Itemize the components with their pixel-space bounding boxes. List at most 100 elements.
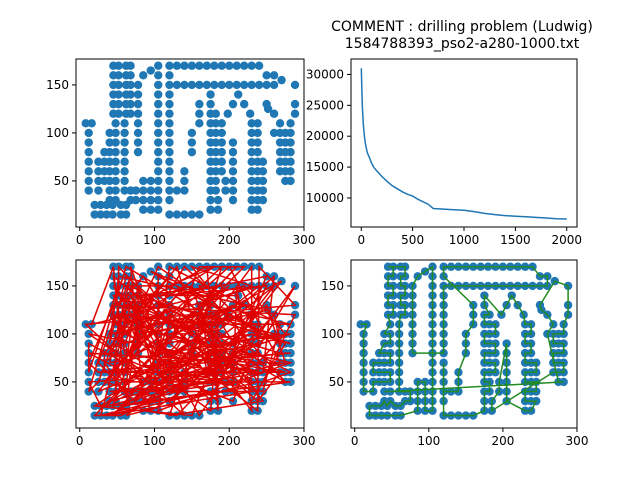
optimized-tour-xtick-label: 300: [566, 434, 589, 448]
points-point: [165, 61, 174, 70]
optimized-tour-tour-line: [360, 265, 569, 417]
points-point: [154, 147, 163, 157]
points-point: [247, 186, 256, 195]
points-point: [206, 195, 215, 205]
points-point: [105, 195, 114, 205]
points-xtick-label: 0: [76, 233, 84, 247]
points-ytick-label: 50: [54, 174, 69, 188]
points-point: [223, 109, 232, 118]
points-point: [202, 61, 212, 70]
random-tour-xtick-label: 0: [76, 434, 84, 448]
points-point: [111, 157, 120, 166]
points-point: [210, 61, 219, 70]
points-point: [195, 210, 204, 219]
points-point: [269, 128, 279, 138]
points-point: [90, 200, 99, 210]
points-point: [102, 210, 111, 219]
points-point: [139, 186, 148, 195]
points-point: [81, 119, 90, 128]
random-tour-xtick-label: 200: [218, 434, 241, 448]
points-point: [84, 157, 93, 166]
points-point: [258, 195, 268, 205]
points-point: [172, 80, 182, 90]
points-point: [120, 138, 129, 147]
optimized-tour-axes: 0 100 200 300 50 100 150: [321, 259, 589, 448]
points-point: [126, 99, 135, 109]
points-point: [165, 119, 174, 128]
points-point: [154, 176, 163, 186]
points-point: [187, 80, 197, 90]
convergence-xtick-label: 2000: [551, 233, 582, 247]
points-point: [165, 90, 174, 99]
points-point: [105, 138, 114, 147]
points-point: [258, 157, 268, 166]
random-tour-point: [286, 348, 295, 358]
points-point: [269, 109, 279, 118]
points-point: [133, 119, 143, 128]
random-tour-tour-line: [83, 264, 297, 417]
optimized-tour-ytick-label: 50: [329, 375, 344, 389]
optimized-tour-xtick-label: 100: [417, 434, 440, 448]
points-xtick-label: 300: [293, 233, 316, 247]
points-point: [146, 186, 155, 195]
points-point: [217, 167, 226, 176]
points-point: [154, 138, 163, 147]
points-point: [211, 176, 220, 186]
points-point: [239, 99, 249, 109]
points-point: [84, 128, 93, 138]
points-point: [211, 147, 220, 157]
random-tour-frame: [75, 259, 305, 429]
points-point: [133, 99, 143, 109]
points-point: [139, 71, 148, 80]
points-point: [105, 176, 114, 186]
points-point: [211, 186, 220, 195]
points-point: [172, 210, 182, 219]
points-point: [126, 61, 135, 70]
points-point: [146, 66, 155, 75]
points-point: [253, 128, 262, 138]
points-point: [247, 157, 256, 166]
points-point: [111, 176, 120, 186]
points-point: [217, 119, 226, 128]
points-point: [286, 138, 295, 147]
optimized-tour-xtick-label: 0: [351, 434, 359, 448]
points-point: [269, 71, 279, 80]
points-point: [221, 186, 230, 195]
points-point: [96, 200, 105, 210]
points-point: [114, 80, 123, 90]
points-point: [180, 167, 189, 176]
points-point: [247, 138, 256, 147]
points-point: [120, 176, 129, 186]
points-point: [290, 109, 300, 118]
optimized-tour-xtick-label: 200: [491, 434, 514, 448]
points-point: [154, 186, 163, 195]
points-point: [258, 176, 268, 186]
points-point: [211, 128, 220, 138]
points-point: [211, 119, 220, 128]
points-point: [154, 119, 163, 128]
convergence-xtick-label: 1000: [449, 233, 480, 247]
points-point: [228, 157, 238, 166]
points-point: [232, 80, 241, 90]
points-point: [221, 176, 230, 186]
points-point: [165, 99, 174, 109]
points-ytick-label: 150: [46, 78, 69, 92]
points-point: [228, 167, 238, 176]
points-point: [84, 167, 93, 176]
points-point: [105, 167, 114, 176]
points-point: [154, 157, 163, 166]
points-point: [154, 109, 163, 118]
points-point: [105, 147, 114, 157]
points-point: [262, 71, 271, 80]
points-point: [146, 195, 155, 205]
points-ytick-label: 100: [46, 126, 69, 140]
random-tour-point: [286, 339, 295, 348]
points-point: [254, 61, 264, 70]
points-point: [90, 210, 99, 219]
points-point: [187, 138, 197, 147]
points-point: [96, 210, 105, 219]
points-point: [154, 205, 163, 214]
optimized-tour-frame: [350, 259, 578, 429]
points-point: [114, 90, 123, 99]
